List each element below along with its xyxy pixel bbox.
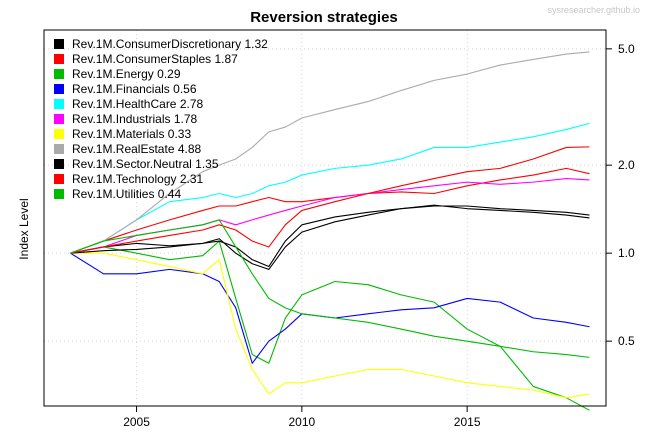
series-layer (70, 51, 590, 411)
legend-label: Rev.1M.ConsumerDiscretionary 1.32 (72, 37, 268, 51)
series-line-8 (70, 51, 590, 254)
legend-swatch (54, 114, 64, 124)
legend-label: Rev.1M.Utilities 0.44 (72, 187, 181, 201)
legend-label: Rev.1M.Industrials 1.78 (72, 112, 197, 126)
x-tick-label: 2010 (289, 415, 316, 429)
legend-swatch (54, 84, 64, 94)
legend-label: Rev.1M.Financials 0.56 (72, 82, 197, 96)
series-line-2 (70, 167, 590, 254)
series-line-7 (70, 252, 590, 399)
y-axis: 0.5 1.0 2.0 5.0 (606, 42, 635, 348)
legend-label: Rev.1M.Energy 0.29 (72, 67, 181, 81)
legend-swatch (54, 189, 64, 199)
legend-swatch (54, 144, 64, 154)
y-axis-label: Index Level (17, 198, 31, 259)
x-tick-label: 2005 (123, 415, 150, 429)
legend-swatch (54, 174, 64, 184)
series-line-5 (70, 122, 590, 254)
legend-label: Rev.1M.Sector.Neutral 1.35 (72, 157, 219, 171)
y-tick-label: 2.0 (618, 158, 635, 172)
legend-swatch (54, 159, 64, 169)
series-line-1 (70, 204, 590, 270)
legend-swatch (54, 54, 64, 64)
y-tick-label: 1.0 (618, 246, 635, 260)
legend-swatch (54, 39, 64, 49)
series-line-10 (70, 146, 590, 254)
legend-label: Rev.1M.ConsumerStaples 1.87 (72, 52, 238, 66)
legend-swatch (54, 129, 64, 139)
legend-swatch (54, 69, 64, 79)
legend-swatch (54, 99, 64, 109)
series-line-3 (70, 240, 590, 411)
series-line-9 (70, 205, 590, 268)
legend-label: Rev.1M.Technology 2.31 (72, 172, 204, 186)
x-tick-label: 2015 (454, 415, 481, 429)
plot-frame (43, 29, 607, 407)
y-tick-label: 0.5 (618, 334, 635, 348)
series-line-4 (70, 252, 590, 364)
watermark: sysresearcher.github.io (547, 5, 640, 15)
legend: Rev.1M.ConsumerDiscretionary 1.32Rev.1M.… (54, 37, 268, 201)
legend-label: Rev.1M.Materials 0.33 (72, 127, 191, 141)
legend-label: Rev.1M.RealEstate 4.88 (72, 142, 202, 156)
grid-layer (44, 30, 606, 406)
chart-title: Reversion strategies (250, 9, 398, 26)
y-tick-label: 5.0 (618, 42, 635, 56)
series-line-11 (70, 219, 590, 358)
x-axis: 2005 2010 2015 (123, 406, 481, 429)
legend-label: Rev.1M.HealthCare 2.78 (72, 97, 204, 111)
